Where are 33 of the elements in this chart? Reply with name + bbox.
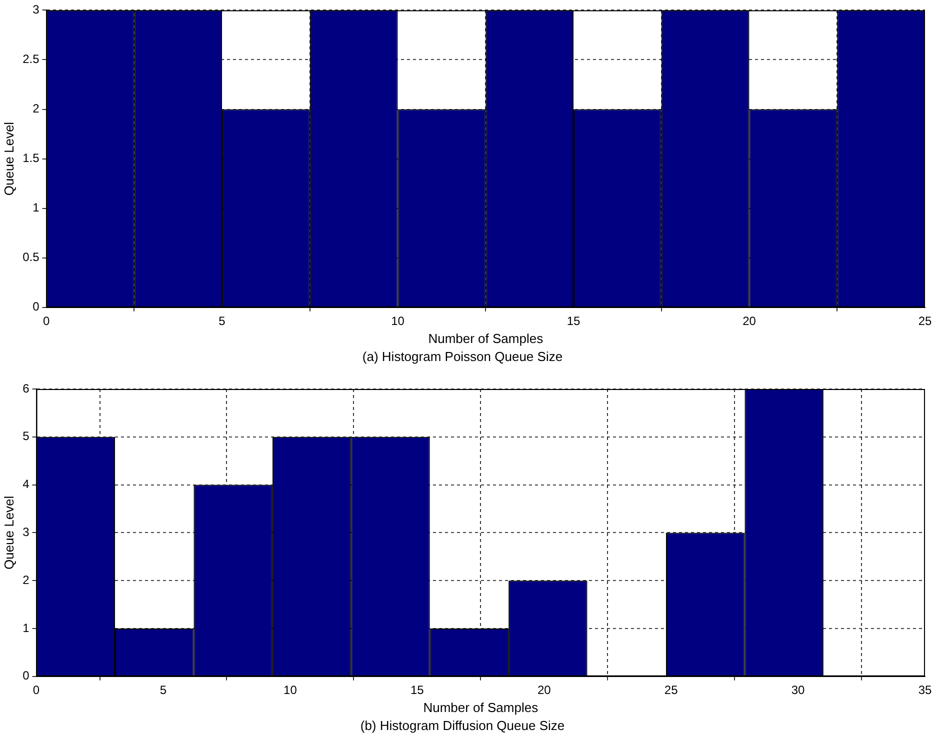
- y-tick-label: 0.5: [22, 250, 40, 264]
- x-tick-label: 10: [391, 314, 405, 328]
- y-tick-label: 1: [32, 200, 40, 215]
- x-tick-label: 20: [537, 682, 552, 697]
- x-tick-label: 25: [664, 682, 678, 697]
- y-tick-label: 1.5: [22, 151, 40, 166]
- y-tick-label: 6: [22, 381, 30, 396]
- text: (a) Histogram Poisson Queue Size: [362, 348, 563, 364]
- x-axis-title: Number of Samples: [423, 700, 539, 716]
- y-tick-label: 0: [22, 668, 30, 683]
- y-axis-title: Queue Level: [1, 122, 16, 196]
- y-tick-label: 3: [22, 525, 30, 540]
- x-tick-label: 35: [918, 682, 932, 697]
- y-tick-label: 2: [22, 572, 30, 587]
- x-tick-label: 10: [284, 682, 298, 697]
- x-tick-label: 5: [218, 314, 226, 328]
- y-tick-label: 2: [32, 102, 40, 116]
- x-tick-label: 15: [410, 682, 424, 697]
- x-tick-label: 20: [742, 314, 756, 328]
- y-tick-label: 4: [22, 477, 30, 492]
- y-tick-label: 2.5: [22, 52, 40, 66]
- x-tick-label: 25: [918, 314, 932, 328]
- text: (b) Histogram Diffusion Queue Size: [360, 718, 565, 733]
- y-tick-label: 5: [22, 429, 30, 444]
- x-tick-label: 0: [42, 314, 50, 328]
- x-axis-title: Number of Samples: [428, 331, 544, 346]
- x-tick-label: 5: [160, 682, 167, 697]
- y-axis-title: Queue Level: [1, 496, 16, 570]
- x-tick-label: 15: [566, 314, 581, 328]
- y-tick-label: 0: [32, 300, 40, 314]
- x-tick-label: 30: [791, 682, 806, 697]
- y-tick-label: 3: [32, 2, 40, 17]
- y-tick-label: 1: [22, 620, 30, 635]
